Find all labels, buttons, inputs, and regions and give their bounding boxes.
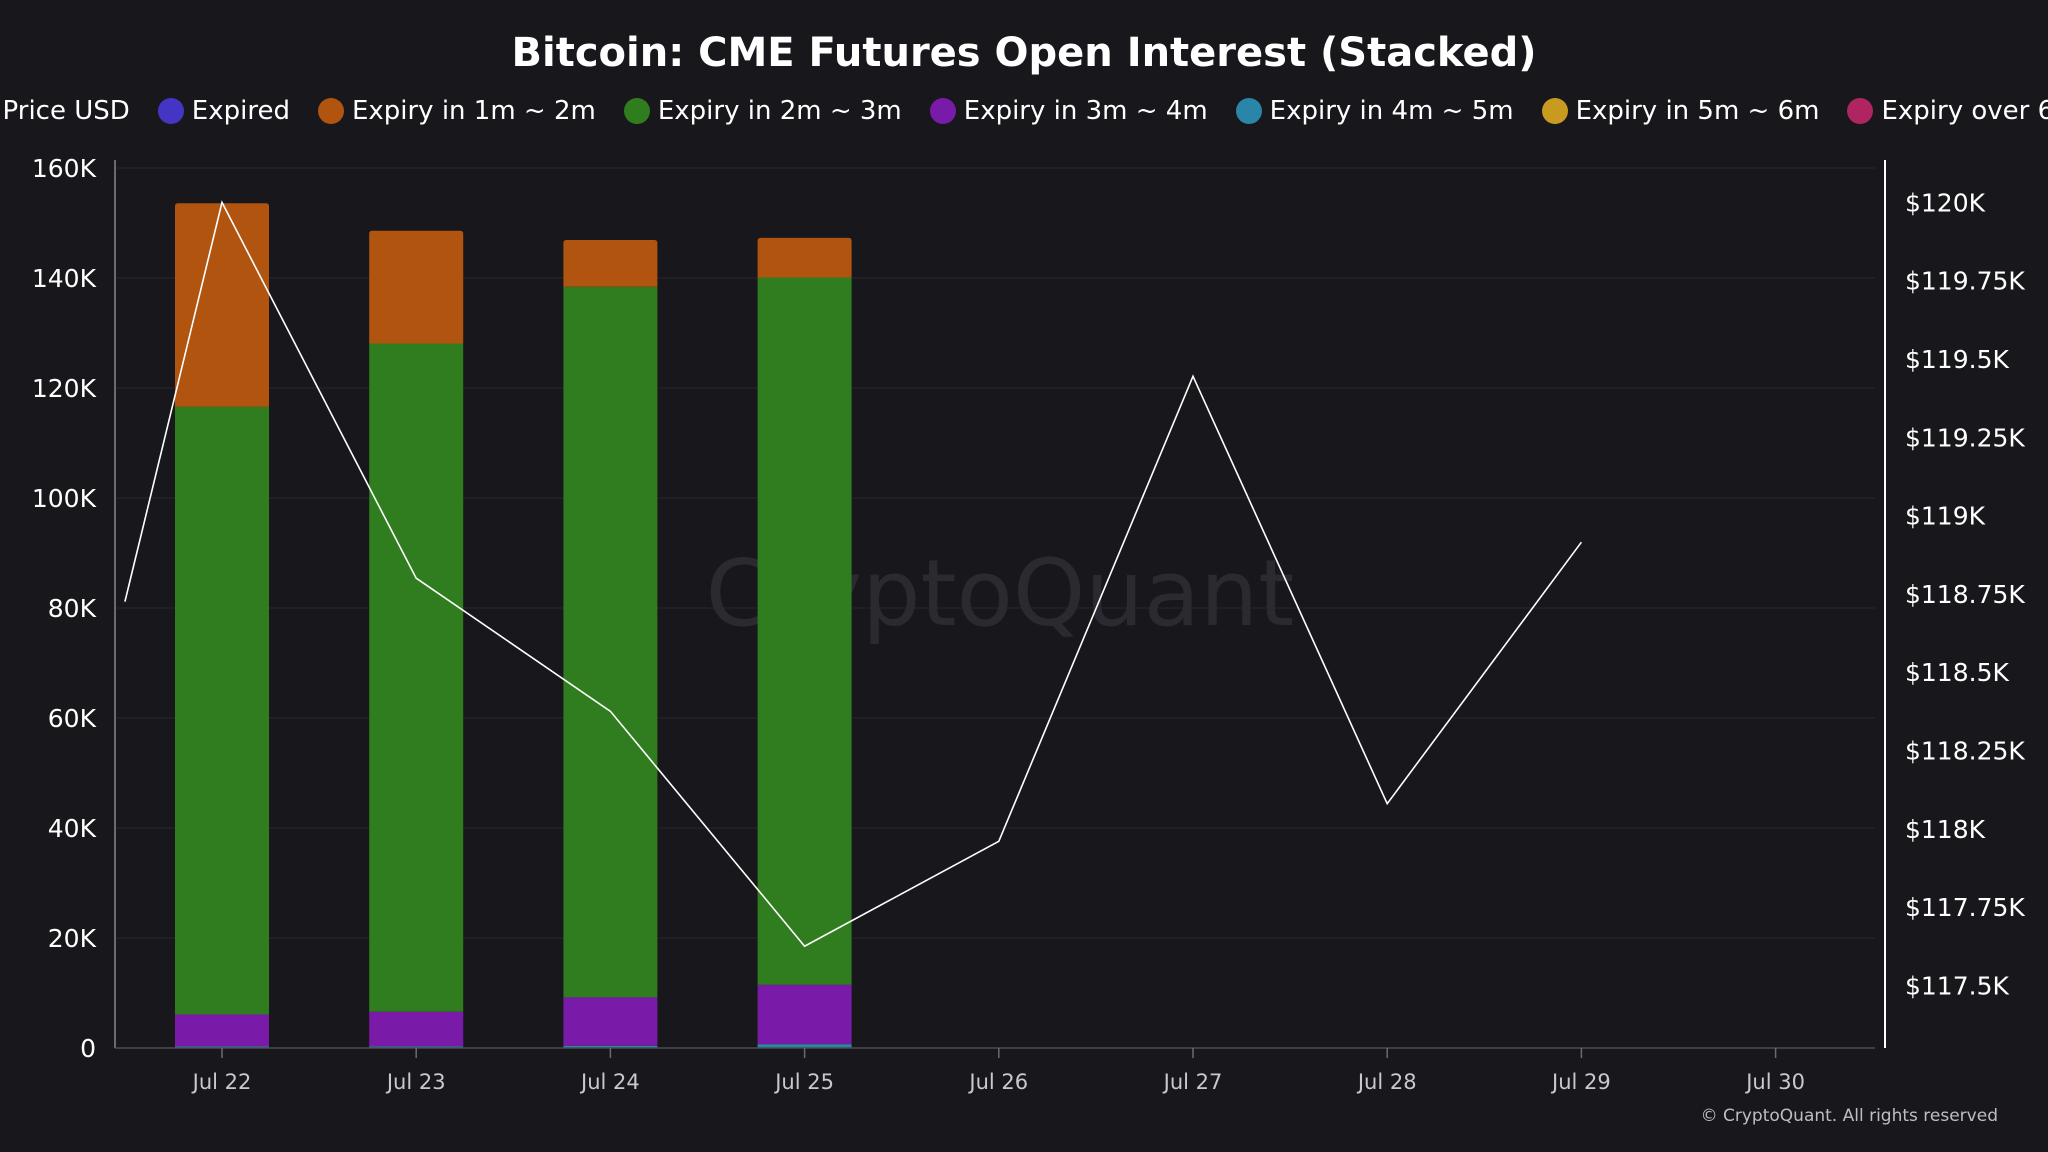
- x-tick-label: Jul 30: [1744, 1070, 1805, 1094]
- bar-segment: [175, 1046, 269, 1048]
- y-left-tick-label: 80K: [48, 594, 97, 623]
- y-right-tick-label: $118.5K: [1905, 658, 2009, 687]
- legend-item-expiry-1m-2m[interactable]: Expiry in 1m ~ 2m: [317, 96, 596, 126]
- legend-label: Expiry in 3m ~ 4m: [963, 96, 1208, 126]
- y-right-tick-label: $117.75K: [1905, 893, 2025, 922]
- y-right-tick-label: $118.75K: [1905, 580, 2025, 609]
- chart-title: Bitcoin: CME Futures Open Interest (Stac…: [511, 30, 1537, 76]
- x-tick-label: Jul 23: [385, 1070, 446, 1094]
- legend-dot-marker: [929, 98, 956, 124]
- legend-item-expiry-over-6m[interactable]: Expiry over 6m: [1847, 96, 2048, 126]
- legend-dot-marker: [1541, 98, 1568, 124]
- x-tick-label: Jul 27: [1162, 1070, 1223, 1094]
- y-left-tick-label: 0: [80, 1034, 96, 1063]
- legend-label: Price USD: [2, 96, 130, 126]
- y-left-tick-label: 60K: [48, 704, 97, 733]
- legend-dot-marker: [157, 98, 184, 124]
- y-right-tick-label: $119.5K: [1905, 345, 2009, 374]
- y-right-tick-label: $119.25K: [1905, 423, 2025, 452]
- legend-label: Expiry in 2m ~ 3m: [657, 96, 902, 126]
- y-right-tick-label: $118K: [1905, 815, 1986, 844]
- legend-label: Expiry in 4m ~ 5m: [1269, 96, 1514, 126]
- y-left-tick-label: 100K: [32, 484, 97, 513]
- copyright-text: © CryptoQuant. All rights reserved: [1700, 1106, 1998, 1126]
- x-tick-label: Jul 25: [773, 1070, 834, 1094]
- bar-segment: [369, 230, 464, 344]
- legend-dot-marker: [1235, 98, 1262, 124]
- y-right-tick-label: $119.75K: [1905, 267, 2025, 296]
- legend-label: Expiry in 1m ~ 2m: [351, 96, 596, 126]
- bar-segment: [757, 1044, 852, 1048]
- bar-segment: [563, 1045, 658, 1048]
- bars: [175, 203, 852, 1048]
- y-right-tick-label: $118.25K: [1905, 736, 2025, 765]
- legend-label: Expired: [191, 96, 290, 126]
- axes: 0 20K 40K 60K 80K 100K 120K 140K 160K $117.5K $117…: [32, 154, 2026, 1094]
- x-tick-label: Jul 26: [967, 1070, 1028, 1094]
- bar-segment: [757, 277, 852, 985]
- bar-segment: [757, 237, 852, 278]
- legend-item-expiry-4m-5m[interactable]: Expiry in 4m ~ 5m: [1235, 96, 1514, 126]
- legend-label: Expiry over 6m: [1881, 96, 2048, 126]
- legend-item-expiry-5m-6m[interactable]: Expiry in 5m ~ 6m: [1541, 96, 1820, 126]
- y-right-tick-label: $119K: [1905, 502, 1986, 531]
- legend-label: Expiry in 5m ~ 6m: [1575, 96, 1820, 126]
- legend-item-expiry-2m-3m[interactable]: Expiry in 2m ~ 3m: [623, 96, 902, 126]
- price-line-group: [124, 200, 1583, 948]
- y-right-tick-label: $120K: [1905, 188, 1986, 217]
- bar-segment: [369, 1046, 464, 1048]
- y-left-tick-label: 140K: [32, 264, 97, 293]
- bar-segment: [757, 984, 852, 1045]
- price-usd-line: [124, 200, 1583, 948]
- x-tick-label: Jul 29: [1550, 1070, 1611, 1094]
- x-tick-label: Jul 24: [579, 1070, 640, 1094]
- y-right-tick-label: $117.5K: [1905, 971, 2009, 1000]
- bar-segment: [175, 406, 269, 1015]
- bar-segment: [563, 286, 658, 998]
- legend-item-expired[interactable]: Expired: [157, 96, 290, 126]
- bar-segment: [175, 203, 269, 407]
- y-left-tick-label: 160K: [32, 154, 97, 183]
- legend-item-expiry-3m-4m[interactable]: Expiry in 3m ~ 4m: [929, 96, 1208, 126]
- bar-segment: [175, 1014, 269, 1047]
- x-tick-label: Jul 22: [191, 1070, 252, 1094]
- y-left-tick-label: 40K: [48, 814, 97, 843]
- legend-dot-marker: [623, 98, 650, 124]
- legend-dot-marker: [1847, 98, 1874, 124]
- x-tick-label: Jul 28: [1356, 1070, 1417, 1094]
- legend: Price USD Expired Expiry in 1m ~ 2m Expi…: [0, 96, 2048, 126]
- bar-segment: [369, 343, 464, 1012]
- bar-segment: [563, 997, 658, 1046]
- bar-segment: [369, 1011, 464, 1047]
- y-left-tick-label: 120K: [32, 374, 97, 403]
- legend-dot-marker: [317, 98, 344, 124]
- bar-segment: [563, 240, 658, 287]
- legend-item-price-usd[interactable]: Price USD: [0, 96, 130, 126]
- y-left-tick-label: 20K: [48, 924, 97, 953]
